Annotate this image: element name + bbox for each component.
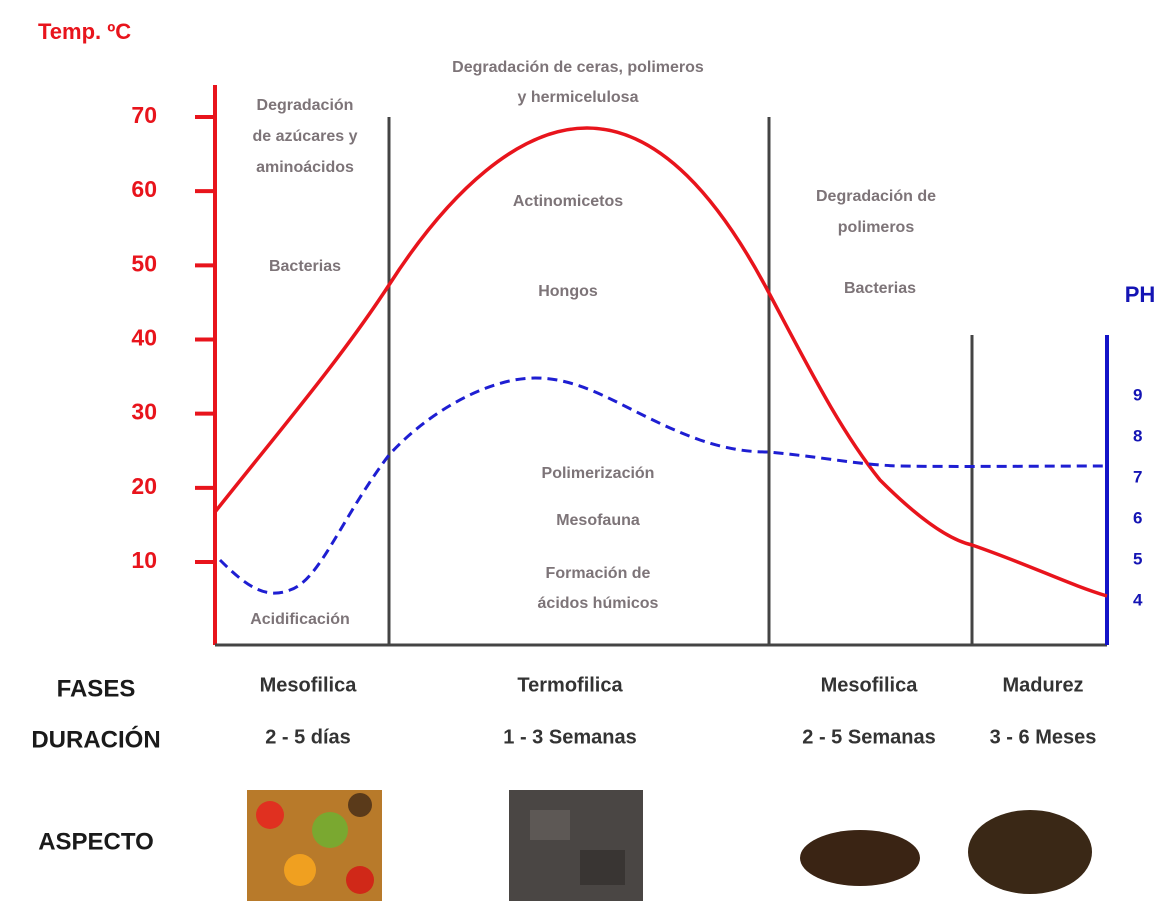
annotation: Mesofauna (556, 512, 640, 529)
image-mature (968, 810, 1092, 894)
annotation: aminoácidos (256, 159, 354, 176)
temp-tick-label: 50 (131, 250, 157, 276)
row-label: ASPECTO (38, 828, 154, 855)
temp-tick-label: 40 (131, 325, 157, 351)
temp-tick-label: 10 (131, 547, 157, 573)
image-part (580, 850, 625, 885)
annotation: de azúcares y (253, 128, 358, 145)
annotation: Hongos (538, 283, 598, 300)
annotation: polimeros (838, 219, 915, 236)
phase-name: Madurez (1002, 674, 1083, 696)
ph-tick-label: 5 (1133, 549, 1142, 568)
phase-duration: 1 - 3 Semanas (503, 726, 636, 748)
phase-name: Mesofilica (260, 674, 358, 696)
phase-duration: 2 - 5 Semanas (802, 726, 935, 748)
annotation: ácidos húmicos (538, 595, 659, 612)
aspecto-images (247, 790, 1092, 901)
temp-title: Temp. ºC (38, 19, 131, 44)
row-label: FASES (57, 675, 136, 702)
image-part (284, 854, 316, 886)
image-meso (800, 830, 920, 886)
phase-name: Mesofilica (821, 674, 919, 696)
phase-name: Termofilica (517, 674, 623, 696)
ph-tick-label: 9 (1133, 385, 1142, 404)
ph-curve (218, 376, 1108, 595)
temp-tick-label: 70 (131, 102, 157, 128)
annotation: Degradación de ceras, polimeros (452, 59, 704, 76)
phase-duration: 2 - 5 días (265, 726, 351, 748)
image-part (346, 866, 374, 894)
ph-title: PH (1125, 282, 1156, 307)
phase-duration: 3 - 6 Meses (990, 726, 1097, 748)
ph-tick-label: 4 (1133, 590, 1143, 609)
row-label: DURACIÓN (31, 725, 160, 753)
annotation: Acidificación (250, 611, 350, 628)
annotation: Actinomicetos (513, 193, 623, 210)
temp-tick-label: 20 (131, 473, 157, 499)
annotation: Polimerización (542, 465, 655, 482)
temp-tick-label: 30 (131, 399, 157, 425)
ph-tick-label: 6 (1133, 508, 1142, 527)
annotation: Formación de (546, 565, 651, 582)
ph-tick-label: 8 (1133, 426, 1142, 445)
ph-tick-label: 7 (1133, 467, 1142, 486)
annotation: Degradación de (816, 188, 936, 205)
image-part (530, 810, 570, 840)
temperature-curve (213, 126, 1108, 598)
annotation: Bacterias (269, 258, 341, 275)
annotation: y hermicelulosa (518, 89, 639, 106)
temp-tick-label: 60 (131, 176, 157, 202)
image-part (256, 801, 284, 829)
image-part (312, 812, 348, 848)
annotation: Degradación (257, 97, 354, 114)
image-part (348, 793, 372, 817)
annotation: Bacterias (844, 280, 916, 297)
